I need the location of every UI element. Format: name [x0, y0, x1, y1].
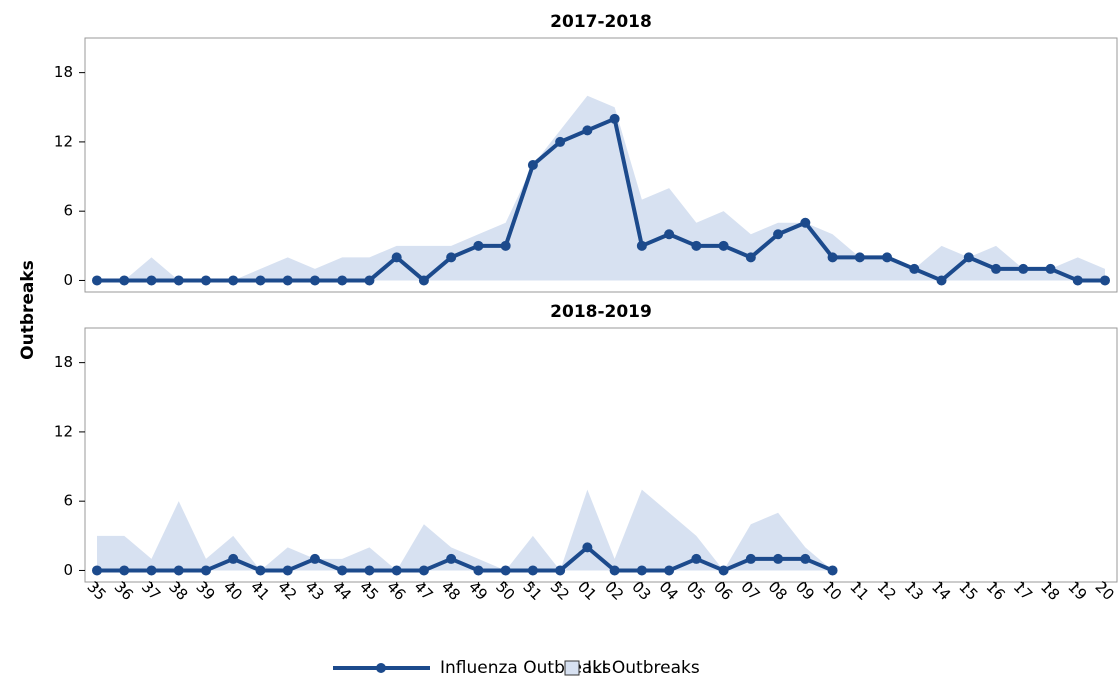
y-tick-label: 6	[63, 202, 73, 220]
influenza-point	[309, 275, 320, 286]
legend-label: ILI Outbreaks	[587, 658, 700, 678]
influenza-point	[555, 136, 566, 147]
influenza-point	[228, 553, 239, 564]
influenza-point	[446, 252, 457, 263]
influenza-point	[1045, 263, 1056, 274]
y-axis-label: Outbreaks	[18, 260, 38, 360]
influenza-point	[500, 240, 511, 251]
influenza-point	[609, 565, 620, 576]
influenza-point	[882, 252, 893, 263]
influenza-point	[800, 553, 811, 564]
influenza-point	[173, 565, 184, 576]
influenza-point	[555, 565, 566, 576]
influenza-point	[636, 240, 647, 251]
influenza-point	[146, 275, 157, 286]
influenza-point	[146, 565, 157, 576]
influenza-point	[718, 565, 729, 576]
influenza-line	[97, 545, 834, 573]
y-tick-label: 18	[54, 353, 73, 371]
legend-marker	[376, 663, 386, 673]
influenza-point	[200, 565, 211, 576]
influenza-point	[773, 553, 784, 564]
influenza-point	[963, 252, 974, 263]
influenza-point	[119, 565, 130, 576]
influenza-point	[1018, 263, 1029, 274]
legend-swatch	[564, 660, 580, 676]
ili-area	[97, 489, 833, 571]
influenza-point	[582, 125, 593, 136]
influenza-point	[446, 553, 457, 564]
influenza-point	[745, 252, 756, 263]
influenza-point	[827, 252, 838, 263]
y-tick-label: 6	[63, 492, 73, 510]
influenza-point	[364, 565, 375, 576]
influenza-point	[854, 252, 865, 263]
influenza-point	[282, 565, 293, 576]
influenza-point	[473, 565, 484, 576]
panel-title: 2018-2019	[550, 302, 652, 322]
influenza-point	[92, 565, 102, 576]
influenza-point	[527, 160, 538, 170]
influenza-point	[664, 565, 675, 576]
influenza-point	[255, 275, 266, 286]
influenza-point	[282, 275, 293, 286]
y-tick-label: 0	[63, 271, 73, 289]
influenza-point	[500, 565, 511, 576]
y-tick-label: 0	[63, 561, 73, 579]
influenza-point	[664, 229, 675, 240]
y-tick-label: 18	[54, 63, 73, 81]
influenza-point	[636, 565, 647, 576]
ili-area	[97, 95, 1105, 281]
influenza-point	[200, 275, 211, 286]
influenza-point	[337, 275, 348, 286]
panel-frame	[84, 37, 1118, 293]
influenza-point	[909, 263, 920, 274]
influenza-point	[582, 542, 593, 553]
influenza-point	[391, 565, 402, 576]
influenza-point	[991, 263, 1002, 274]
influenza-point	[228, 275, 239, 286]
influenza-point	[773, 229, 784, 240]
influenza-point	[718, 240, 729, 251]
influenza-point	[827, 565, 838, 576]
influenza-point	[800, 217, 811, 228]
panel-frame	[84, 327, 1118, 583]
influenza-point	[337, 565, 348, 576]
influenza-point	[936, 275, 947, 286]
legend-label: Influenza Outbreaks	[440, 658, 611, 678]
y-tick-label: 12	[54, 422, 73, 440]
influenza-point	[92, 275, 102, 286]
influenza-point	[527, 565, 538, 576]
influenza-point	[119, 275, 130, 286]
panel-title: 2017-2018	[550, 12, 652, 32]
influenza-point	[1100, 275, 1110, 286]
influenza-point	[473, 240, 484, 251]
influenza-point	[309, 553, 320, 564]
influenza-point	[364, 275, 375, 286]
influenza-point	[418, 565, 429, 576]
influenza-point	[1072, 275, 1083, 286]
influenza-point	[745, 553, 756, 564]
y-tick-label: 12	[54, 132, 73, 150]
influenza-point	[609, 113, 620, 124]
influenza-point	[691, 240, 702, 251]
influenza-point	[691, 553, 702, 564]
influenza-point	[173, 275, 184, 286]
influenza-point	[418, 275, 429, 286]
influenza-point	[255, 565, 266, 576]
influenza-point	[391, 252, 402, 263]
